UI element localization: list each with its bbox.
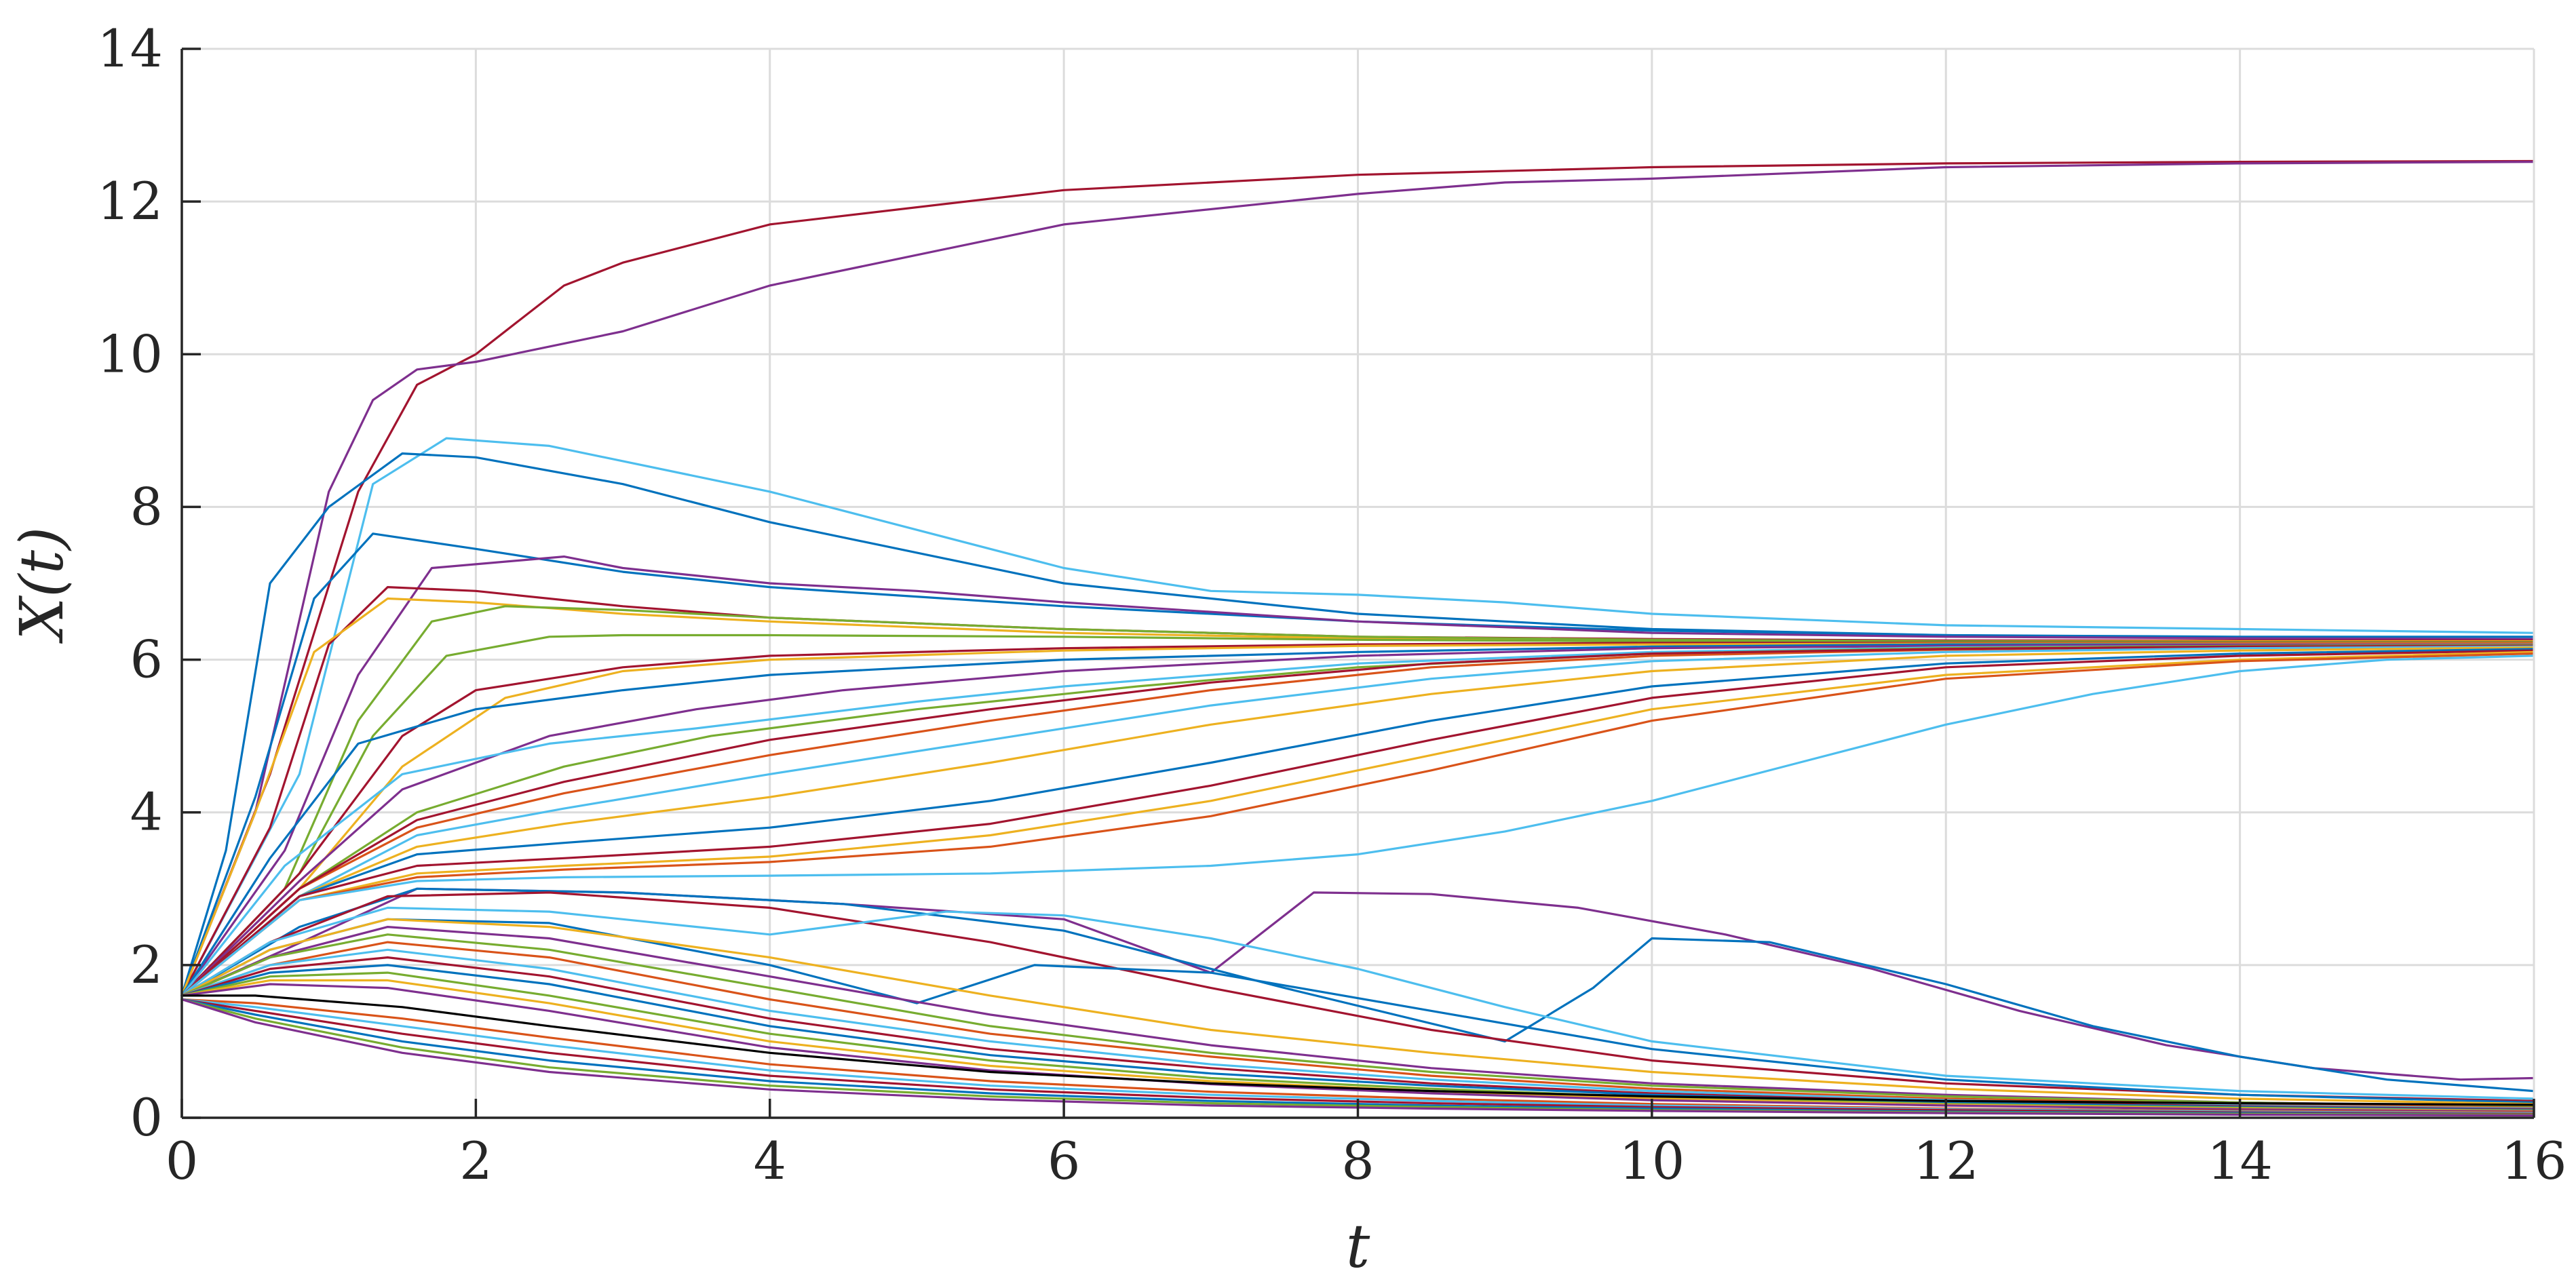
series-line-24: [180, 652, 2535, 997]
axes: [180, 47, 2535, 1119]
y-tick-label: 4: [130, 782, 163, 842]
series-line-1: [180, 159, 2535, 997]
x-axis-label: t: [1346, 1211, 1370, 1281]
series-line-18: [180, 644, 2535, 997]
series-line-25: [180, 655, 2535, 997]
x-tick-label: 2: [459, 1131, 492, 1191]
x-tick-label: 4: [754, 1131, 786, 1191]
y-tick-label: 10: [97, 324, 163, 384]
series-line-23: [180, 650, 2535, 997]
series-line-34: [180, 941, 2535, 1109]
series-line-28: [180, 891, 2535, 1102]
series-line-41: [180, 994, 2535, 1106]
y-tick-label: 2: [130, 935, 163, 995]
y-tick-label: 8: [130, 476, 163, 536]
series-line-5: [180, 532, 2535, 997]
series-line-27: [180, 887, 2535, 1093]
series-line-22: [180, 649, 2535, 997]
series-line-14: [180, 643, 2535, 997]
series-line-47: [180, 998, 2535, 1117]
x-tick-label: 0: [166, 1131, 198, 1191]
y-tick-label: 14: [97, 18, 163, 79]
x-tick-label: 10: [1619, 1131, 1685, 1191]
y-tick-label: 6: [130, 629, 163, 690]
series-line-2: [180, 161, 2535, 997]
x-tick-label: 14: [2207, 1131, 2273, 1191]
series-line-19: [180, 645, 2535, 997]
x-tick-label: 8: [1341, 1131, 1374, 1191]
x-tick-label: 16: [2501, 1131, 2567, 1191]
series-line-21: [180, 648, 2535, 997]
series-line-6: [180, 555, 2535, 997]
series-line-33: [180, 933, 2535, 1108]
y-tick-label: 12: [97, 171, 163, 231]
series-line-29: [180, 906, 2535, 1100]
series-line-31: [180, 918, 2535, 1106]
series-line-44: [180, 998, 2535, 1115]
series-line-20: [180, 646, 2535, 997]
x-tick-label: 12: [1913, 1131, 1979, 1191]
series-line-3: [180, 437, 2535, 997]
series-line-32: [180, 926, 2535, 1108]
y-tick-label: 0: [130, 1087, 163, 1148]
x-tick-label: 6: [1047, 1131, 1080, 1191]
y-axis-label: X(t): [7, 527, 77, 644]
series-line-13: [180, 643, 2535, 997]
tick-labels: 0 2 4 6 8 10 12 14 16 0 2 4 6 8 10 12 14: [97, 18, 2567, 1191]
series-layer: [180, 159, 2535, 1117]
series-line-37: [180, 964, 2535, 1112]
